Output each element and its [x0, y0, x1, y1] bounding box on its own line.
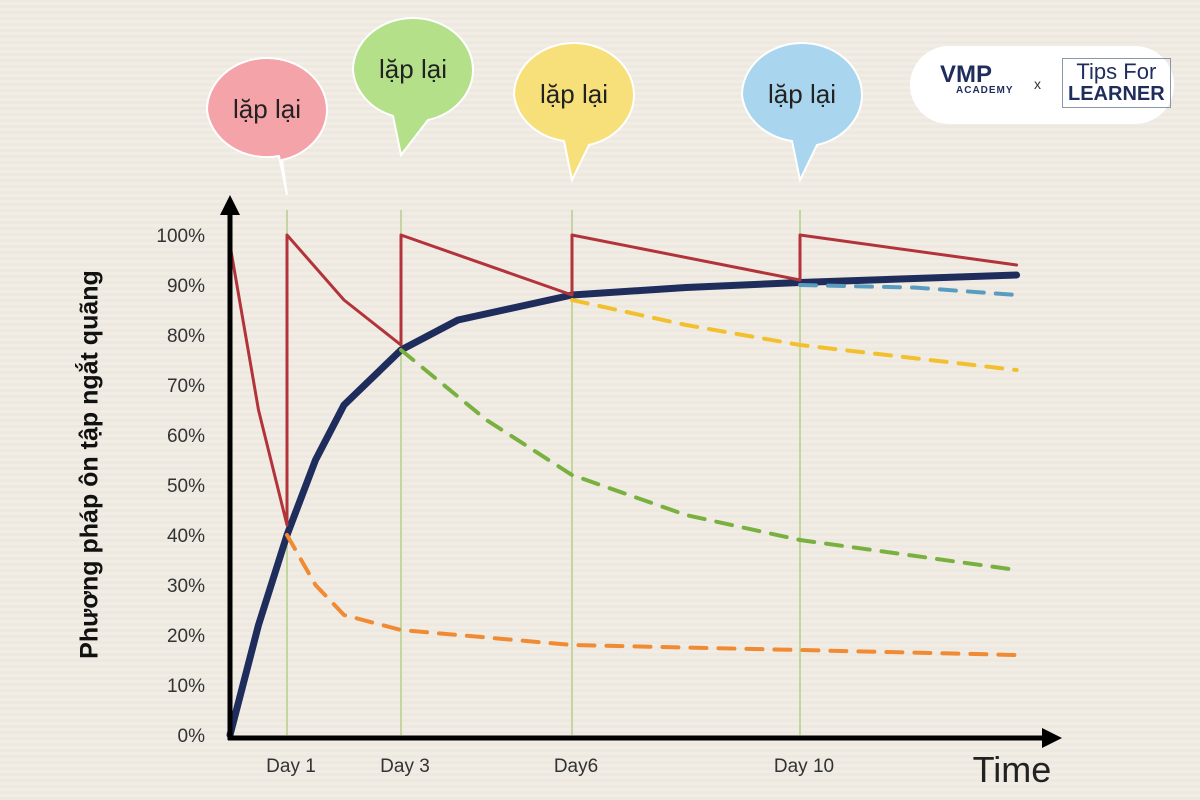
y-tick-label: 80% [167, 326, 205, 347]
x-axis-arrow [1042, 728, 1062, 748]
x-tick-label: Day 1 [266, 756, 316, 777]
series-line [228, 233, 1019, 527]
logo-separator: x [1034, 76, 1041, 92]
bubble-label: lặp lại [540, 79, 608, 109]
x-tick-label: Day 10 [774, 756, 834, 777]
x-tick-label: Day6 [554, 756, 598, 777]
series-line [570, 298, 1019, 372]
y-tick-label: 100% [156, 226, 205, 247]
x-tick-label: Day 3 [380, 756, 430, 777]
bubble-label: lặp lại [379, 54, 447, 84]
y-tick-label: 70% [167, 376, 205, 397]
bubble-label: lặp lại [233, 94, 301, 124]
y-axis-arrow [220, 195, 240, 215]
y-tick-label: 30% [167, 576, 205, 597]
speech-bubble [740, 42, 864, 184]
series-line [285, 533, 1019, 657]
y-tick-label: 40% [167, 526, 205, 547]
y-tick-label: 90% [167, 276, 205, 297]
speech-bubble [512, 42, 636, 184]
y-tick-label: 20% [167, 626, 205, 647]
x-axis-label: Time [973, 749, 1052, 790]
series-line [399, 348, 1019, 572]
y-axis-label: Phương pháp ôn tập ngắt quãng [75, 270, 104, 659]
series-line [798, 283, 1019, 297]
vmp-logo: VMP ACADEMY [940, 61, 1014, 96]
brand-logo: VMP ACADEMY x Tips For LEARNER [910, 46, 1174, 124]
y-tick-label: 50% [167, 476, 205, 497]
speech-bubble [351, 17, 475, 158]
y-tick-label: 10% [167, 676, 205, 697]
bubble-label: lặp lại [768, 79, 836, 109]
y-tick-label: 0% [178, 726, 206, 747]
tips-for-learner-logo: Tips For LEARNER [1062, 58, 1171, 108]
speech-bubble [205, 57, 329, 196]
series-line [226, 271, 1021, 739]
y-tick-label: 60% [167, 426, 205, 447]
